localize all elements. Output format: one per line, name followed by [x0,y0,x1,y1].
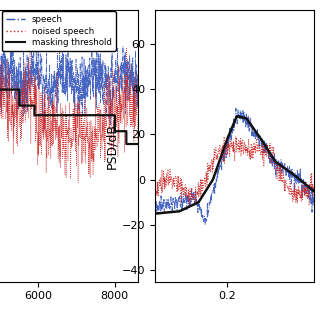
Legend: speech, noised speech, masking threshold: speech, noised speech, masking threshold [2,11,116,51]
Y-axis label: PSD/dB: PSD/dB [105,123,118,169]
